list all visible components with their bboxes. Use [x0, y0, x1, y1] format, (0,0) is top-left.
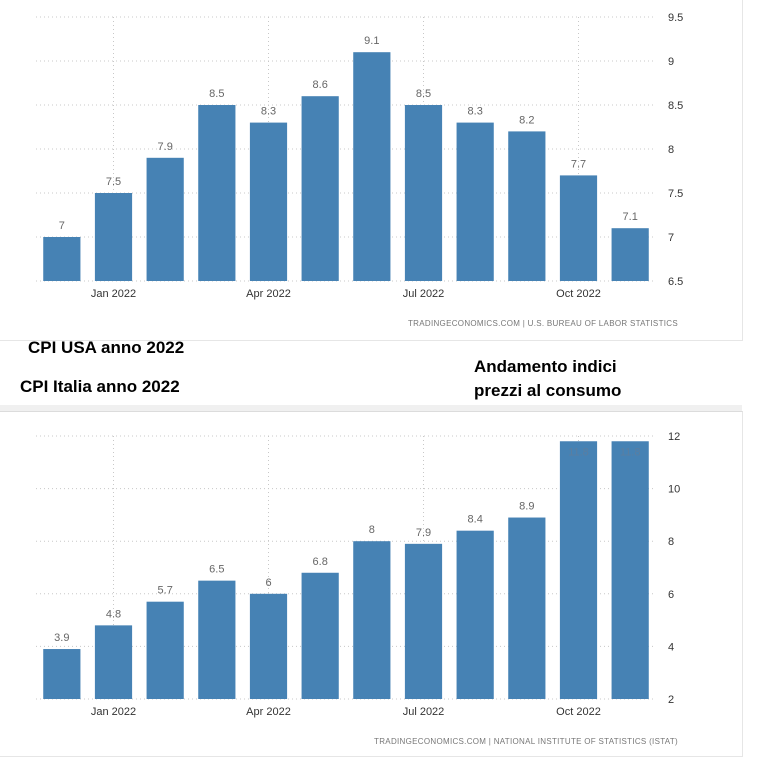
- usa-bar: [353, 52, 391, 282]
- italy-bar: [611, 441, 649, 699]
- italy-data-label: 8.9: [519, 501, 534, 513]
- usa-x-tick-label: Jan 2022: [91, 288, 136, 300]
- usa-data-label: 7: [59, 220, 65, 232]
- italy-y-tick-label: 10: [668, 484, 680, 496]
- usa-x-tick-label: Jul 2022: [403, 288, 445, 300]
- note-line-1: Andamento indici: [474, 357, 617, 376]
- usa-data-label: 9.1: [364, 35, 379, 47]
- italy-data-label: 11.8: [620, 446, 641, 458]
- usa-cpi-heading: CPI USA anno 2022: [28, 338, 185, 357]
- italy-bar: [508, 517, 546, 699]
- note-line-2: prezzi al consumo: [474, 381, 622, 400]
- italy-x-tick-label: Jan 2022: [91, 706, 136, 718]
- usa-data-label: 7.1: [623, 211, 638, 223]
- italy-cpi-heading: CPI Italia anno 2022: [20, 377, 180, 396]
- usa-x-tick-label: Oct 2022: [556, 288, 601, 300]
- usa-data-label: 8.2: [519, 114, 534, 126]
- usa-y-tick-label: 9.5: [668, 12, 683, 24]
- italy-bar: [353, 541, 391, 699]
- italy-chart-source: TRADINGECONOMICS.COM | NATIONAL INSTITUT…: [374, 737, 678, 746]
- italy-data-label: 4.8: [106, 608, 121, 620]
- italy-bar: [146, 601, 184, 699]
- italy-cpi-bar-chart: 2 4 6 8 10 12 Jan 2022 Apr 2022 Jul 2022 Oct 2022…: [36, 431, 680, 718]
- usa-data-label: 7.9: [158, 141, 173, 153]
- usa-y-tick-label: 6.5: [668, 276, 683, 288]
- usa-bar: [508, 131, 546, 281]
- italy-y-tick-label: 6: [668, 589, 674, 601]
- usa-bar: [198, 105, 236, 281]
- italy-y-tick-label: 12: [668, 431, 680, 443]
- consumer-price-note: Andamento indici prezzi al consumo: [474, 355, 674, 403]
- usa-bar: [456, 122, 494, 281]
- usa-y-tick-label: 8: [668, 144, 674, 156]
- usa-cpi-bar-chart: 6.5 7 7.5 8 8.5 9 9.5 Jan 2022 Apr 2022 Jul 2022 O…: [36, 12, 683, 300]
- italy-bar: [94, 625, 133, 699]
- italy-data-label: 8.4: [468, 514, 483, 526]
- italy-bar: [559, 441, 598, 699]
- italy-x-tick-label: Oct 2022: [556, 706, 601, 718]
- italy-y-tick-label: 2: [668, 694, 674, 706]
- separator-band: [0, 405, 742, 412]
- italy-bar: [43, 649, 81, 699]
- italy-data-label: 8: [369, 524, 375, 536]
- usa-data-label: 7.5: [106, 176, 121, 188]
- usa-bar: [611, 228, 649, 281]
- usa-bar: [301, 96, 339, 281]
- usa-data-label: 8.6: [313, 79, 328, 91]
- usa-x-tick-label: Apr 2022: [246, 288, 291, 300]
- usa-bar: [146, 157, 184, 281]
- usa-bar: [43, 237, 81, 281]
- italy-y-tick-label: 8: [668, 536, 674, 548]
- italy-x-tick-label: Apr 2022: [246, 706, 291, 718]
- usa-y-tick-label: 7.5: [668, 188, 683, 200]
- usa-bar: [249, 122, 288, 281]
- italy-data-label: 7.9: [416, 527, 431, 539]
- usa-data-label: 8.5: [209, 88, 224, 100]
- italy-data-label: 6.5: [209, 564, 224, 576]
- usa-data-label: 8.3: [261, 106, 276, 118]
- italy-cpi-chart-panel: 2 4 6 8 10 12 Jan 2022 Apr 2022 Jul 2022 Oct 2022…: [0, 411, 743, 757]
- usa-bar: [94, 193, 133, 281]
- italy-bar: [456, 530, 494, 699]
- usa-bar: [404, 105, 443, 281]
- usa-data-label: 7.7: [571, 158, 586, 170]
- italy-data-label: 5.7: [158, 585, 173, 597]
- italy-data-label: 11.8: [568, 446, 589, 458]
- italy-bar: [249, 593, 288, 699]
- usa-data-label: 8.5: [416, 88, 431, 100]
- italy-bar: [404, 543, 443, 699]
- usa-y-tick-label: 8.5: [668, 100, 683, 112]
- usa-y-tick-label: 7: [668, 232, 674, 244]
- usa-chart-source: TRADINGECONOMICS.COM | U.S. BUREAU OF LA…: [407, 319, 678, 328]
- usa-cpi-chart-panel: 6.5 7 7.5 8 8.5 9 9.5 Jan 2022 Apr 2022 Jul 2022 O…: [0, 0, 743, 341]
- italy-data-label: 6.8: [313, 556, 328, 568]
- italy-data-label: 3.9: [54, 632, 69, 644]
- italy-bar: [198, 580, 236, 699]
- usa-bar: [559, 175, 598, 281]
- usa-y-tick-label: 9: [668, 56, 674, 68]
- usa-data-label: 8.3: [468, 106, 483, 118]
- italy-bar: [301, 572, 339, 699]
- italy-y-tick-label: 4: [668, 641, 674, 653]
- italy-data-label: 6: [265, 577, 271, 589]
- italy-x-tick-label: Jul 2022: [403, 706, 445, 718]
